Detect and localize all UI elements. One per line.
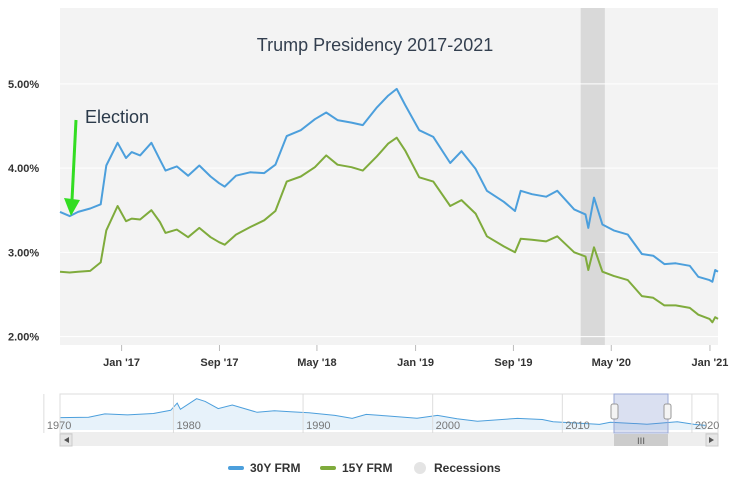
election-arrow-icon [64,119,80,216]
navigator-year-label: 2010 [565,420,589,432]
x-tick-label: Jan '21 [692,357,729,369]
x-tick-label: Jan '19 [397,357,434,369]
navigator-scrollbar-track[interactable] [60,434,718,446]
navigator-scrollbar-thumb[interactable] [614,434,668,446]
mortgage-rate-chart: 2.00% 3.00% 4.00% 5.00% Jan '17 Sep '17 May '… [8,8,728,447]
scrollbar-grip-icon: III [637,437,645,447]
plot-background [60,8,718,345]
scroll-right-arrow-icon [709,437,714,443]
navigator-year-labels: 1970 1980 1990 2000 2010 2020 [43,394,719,433]
series-lines[interactable] [59,87,719,324]
y-tick-label: 4.00% [8,163,39,175]
navigator-year-label: 1990 [306,420,330,432]
legend-label-15y: 15Y FRM [342,461,393,475]
navigator-year-label: 2000 [436,420,460,432]
recession-bands [580,8,605,345]
series-line-15y-frm[interactable] [59,136,719,324]
y-tick-label: 5.00% [8,79,39,91]
y-tick-label: 3.00% [8,247,39,259]
x-axis: Jan '17 Sep '17 May '18 Jan '19 Sep '19 May '… [103,345,728,369]
legend-label-30y: 30Y FRM [250,461,301,475]
navigator-year-label: 1970 [47,420,71,432]
legend-label-recessions: Recessions [434,461,501,475]
election-annotation-label: Election [85,107,149,127]
scroll-left-arrow-icon [64,437,69,443]
legend-item-30y[interactable]: 30Y FRM [228,461,300,475]
range-navigator[interactable]: 1970 1980 1990 2000 2010 2020 III [43,393,720,447]
legend-swatch-15y [320,466,336,470]
legend-swatch-recessions [414,462,426,474]
navigator-left-handle[interactable] [610,403,619,420]
series-line-30y-frm[interactable] [59,87,719,283]
x-tick-label: Sep '19 [494,357,532,369]
x-tick-label: May '18 [297,357,336,369]
y-axis: 2.00% 3.00% 4.00% 5.00% [8,79,39,344]
x-tick-label: Sep '17 [200,357,238,369]
legend-item-15y[interactable]: 15Y FRM [320,461,392,475]
legend-item-recessions[interactable]: Recessions [414,461,501,475]
x-tick-label: May '20 [592,357,631,369]
chart-legend: 30Y FRM 15Y FRM Recessions [0,461,735,481]
navigator-selected-range[interactable] [613,393,669,434]
navigator-right-handle[interactable] [663,403,672,420]
x-tick-label: Jan '17 [103,357,140,369]
y-tick-label: 2.00% [8,332,39,344]
recession-band [580,8,605,345]
navigator-area [60,398,706,430]
navigator-year-label: 2020 [695,420,719,432]
navigator-year-label: 1980 [176,420,200,432]
chart-title: Trump Presidency 2017-2021 [257,35,493,55]
legend-swatch-30y [228,466,244,470]
